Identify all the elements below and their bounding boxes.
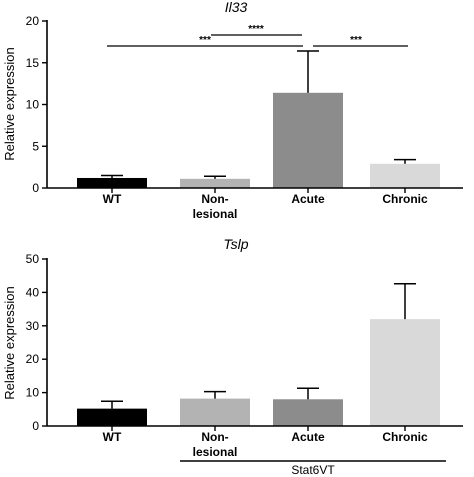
y-tick-label: 20 bbox=[26, 14, 40, 28]
bar bbox=[77, 408, 147, 426]
y-tick-label: 10 bbox=[26, 386, 40, 400]
y-axis-label: Relative expression bbox=[2, 47, 17, 160]
significance-label: *** bbox=[199, 35, 211, 46]
x-tick-label: Acute bbox=[291, 192, 325, 206]
bar bbox=[180, 398, 250, 426]
x-tick-label: Non- bbox=[201, 192, 228, 206]
y-tick-label: 50 bbox=[26, 252, 40, 266]
y-tick-label: 5 bbox=[32, 139, 39, 153]
x-tick-label: lesional bbox=[193, 445, 238, 459]
x-tick-label: WT bbox=[103, 430, 122, 444]
y-tick-label: 10 bbox=[26, 98, 40, 112]
x-tick-label: Non- bbox=[201, 430, 228, 444]
x-tick-label: Acute bbox=[291, 430, 325, 444]
bar bbox=[370, 163, 440, 188]
y-tick-label: 20 bbox=[26, 352, 40, 366]
chart-title: Il33 bbox=[225, 0, 248, 15]
bar bbox=[77, 177, 147, 188]
y-axis-label: Relative expression bbox=[2, 286, 17, 399]
x-tick-label: WT bbox=[103, 192, 122, 206]
bar bbox=[180, 178, 250, 188]
chart-panel-1: Il33 Relative expression 0 5 10 15 20 WT Non-les… bbox=[2, 0, 463, 221]
chart-title: Tslp bbox=[223, 236, 248, 252]
significance-label: *** bbox=[350, 35, 362, 46]
x-tick-label: Chronic bbox=[382, 192, 428, 206]
bar bbox=[273, 92, 343, 188]
x-tick-label: lesional bbox=[193, 207, 238, 221]
y-tick-label: 0 bbox=[32, 181, 39, 195]
chart-panel-2: Tslp Relative expression 0 10 20 30 40 50 WT Non-… bbox=[2, 236, 463, 477]
y-tick-label: 30 bbox=[26, 319, 40, 333]
y-tick-label: 40 bbox=[26, 285, 40, 299]
y-tick-label: 0 bbox=[32, 419, 39, 433]
x-tick-label: Chronic bbox=[382, 430, 428, 444]
y-tick-label: 15 bbox=[26, 56, 40, 70]
group-label: Stat6VT bbox=[291, 463, 335, 477]
bar bbox=[273, 399, 343, 426]
significance-label: **** bbox=[248, 24, 264, 35]
bar bbox=[370, 319, 440, 426]
